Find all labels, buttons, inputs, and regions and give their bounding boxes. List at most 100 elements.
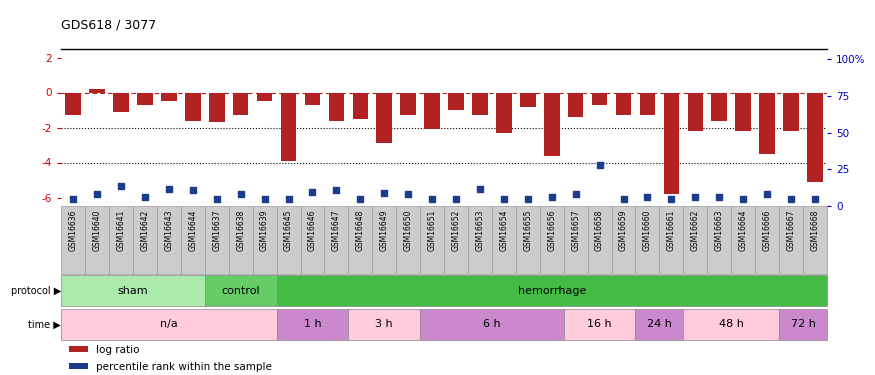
FancyBboxPatch shape bbox=[228, 206, 253, 274]
FancyBboxPatch shape bbox=[707, 206, 731, 274]
Text: GSM16637: GSM16637 bbox=[213, 210, 221, 251]
Point bbox=[497, 196, 511, 202]
Point bbox=[354, 196, 367, 202]
FancyBboxPatch shape bbox=[683, 206, 707, 274]
Point bbox=[712, 194, 726, 200]
Text: GSM16638: GSM16638 bbox=[236, 210, 245, 251]
Bar bbox=[520, 93, 536, 106]
Bar bbox=[663, 93, 679, 194]
Point bbox=[664, 196, 678, 202]
FancyBboxPatch shape bbox=[325, 206, 348, 274]
FancyBboxPatch shape bbox=[612, 206, 635, 274]
FancyBboxPatch shape bbox=[205, 206, 228, 274]
Point bbox=[592, 162, 606, 168]
Text: GSM16666: GSM16666 bbox=[762, 210, 772, 251]
Bar bbox=[688, 93, 703, 131]
FancyBboxPatch shape bbox=[779, 206, 803, 274]
Point bbox=[784, 196, 798, 202]
Point bbox=[473, 186, 487, 192]
Text: time ▶: time ▶ bbox=[29, 320, 61, 329]
Point bbox=[66, 196, 80, 202]
Point bbox=[377, 190, 391, 196]
Text: 48 h: 48 h bbox=[718, 320, 744, 329]
Point bbox=[305, 189, 319, 195]
FancyBboxPatch shape bbox=[61, 275, 205, 306]
Text: 72 h: 72 h bbox=[790, 320, 816, 329]
Text: 6 h: 6 h bbox=[483, 320, 500, 329]
FancyBboxPatch shape bbox=[205, 275, 276, 306]
FancyBboxPatch shape bbox=[564, 309, 635, 340]
Text: GSM16647: GSM16647 bbox=[332, 210, 341, 251]
Text: GSM16642: GSM16642 bbox=[141, 210, 150, 251]
Bar bbox=[161, 93, 177, 101]
Bar bbox=[760, 93, 775, 154]
Bar bbox=[304, 93, 320, 105]
Point bbox=[569, 192, 583, 198]
FancyBboxPatch shape bbox=[348, 309, 420, 340]
Text: GSM16641: GSM16641 bbox=[116, 210, 126, 251]
Point bbox=[521, 196, 535, 202]
Point bbox=[90, 192, 104, 198]
Point bbox=[282, 196, 296, 202]
Point bbox=[234, 192, 248, 198]
Bar bbox=[281, 93, 297, 161]
Bar bbox=[329, 93, 344, 120]
Bar bbox=[257, 93, 272, 101]
Point bbox=[617, 196, 631, 202]
Bar bbox=[401, 93, 416, 115]
Point bbox=[640, 194, 654, 200]
Text: GSM16648: GSM16648 bbox=[356, 210, 365, 251]
FancyBboxPatch shape bbox=[109, 206, 133, 274]
Text: GSM16660: GSM16660 bbox=[643, 210, 652, 251]
Text: GSM16661: GSM16661 bbox=[667, 210, 676, 251]
Text: control: control bbox=[221, 286, 260, 296]
Text: GSM16639: GSM16639 bbox=[260, 210, 270, 251]
Text: GSM16663: GSM16663 bbox=[715, 210, 724, 251]
Point bbox=[401, 192, 415, 198]
Text: log ratio: log ratio bbox=[95, 345, 139, 355]
Text: GSM16657: GSM16657 bbox=[571, 210, 580, 251]
Point bbox=[760, 192, 774, 198]
FancyBboxPatch shape bbox=[516, 206, 540, 274]
Text: GSM16655: GSM16655 bbox=[523, 210, 532, 251]
Point bbox=[329, 187, 343, 193]
FancyBboxPatch shape bbox=[276, 275, 827, 306]
FancyBboxPatch shape bbox=[732, 206, 755, 274]
FancyBboxPatch shape bbox=[85, 206, 109, 274]
Bar bbox=[209, 93, 225, 122]
Point bbox=[545, 194, 559, 200]
Point bbox=[808, 196, 822, 202]
Bar bbox=[592, 93, 607, 105]
FancyBboxPatch shape bbox=[635, 309, 683, 340]
Text: GSM16653: GSM16653 bbox=[475, 210, 485, 251]
Point bbox=[114, 183, 128, 189]
Bar bbox=[137, 93, 153, 105]
Bar bbox=[544, 93, 559, 156]
FancyBboxPatch shape bbox=[420, 309, 564, 340]
Text: GSM16664: GSM16664 bbox=[738, 210, 747, 251]
Text: GSM16651: GSM16651 bbox=[428, 210, 437, 251]
FancyBboxPatch shape bbox=[755, 206, 779, 274]
FancyBboxPatch shape bbox=[276, 206, 300, 274]
Bar bbox=[735, 93, 751, 131]
Text: GSM16646: GSM16646 bbox=[308, 210, 317, 251]
Bar bbox=[783, 93, 799, 131]
FancyBboxPatch shape bbox=[157, 206, 181, 274]
FancyBboxPatch shape bbox=[61, 206, 85, 274]
Text: 24 h: 24 h bbox=[647, 320, 672, 329]
FancyBboxPatch shape bbox=[276, 309, 348, 340]
Text: 3 h: 3 h bbox=[375, 320, 393, 329]
Text: GSM16645: GSM16645 bbox=[284, 210, 293, 251]
Text: GSM16658: GSM16658 bbox=[595, 210, 604, 251]
Bar bbox=[233, 93, 248, 115]
FancyBboxPatch shape bbox=[468, 206, 492, 274]
Text: hemorrhage: hemorrhage bbox=[517, 286, 586, 296]
Text: GSM16636: GSM16636 bbox=[69, 210, 78, 251]
FancyBboxPatch shape bbox=[492, 206, 516, 274]
FancyBboxPatch shape bbox=[61, 309, 276, 340]
Bar bbox=[186, 93, 200, 120]
FancyBboxPatch shape bbox=[444, 206, 468, 274]
Text: GSM16652: GSM16652 bbox=[452, 210, 460, 251]
Bar bbox=[568, 93, 584, 117]
Text: GSM16659: GSM16659 bbox=[619, 210, 628, 251]
